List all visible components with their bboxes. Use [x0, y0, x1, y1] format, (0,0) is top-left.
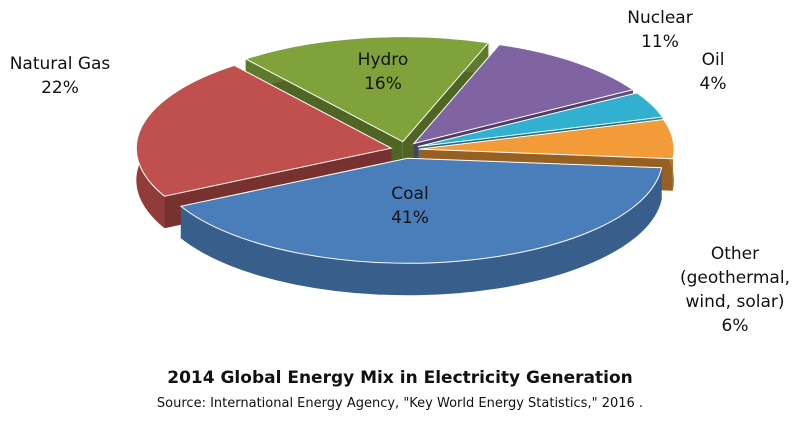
pie-slice [418, 119, 675, 160]
slice-side [180, 167, 662, 296]
category-label: Hydro [357, 50, 409, 70]
value-label: 41% [391, 208, 429, 228]
pie-slice [244, 36, 490, 143]
value-label: 11% [641, 32, 679, 52]
chart-title: 2014 Global Energy Mix in Electricity Ge… [167, 368, 633, 388]
slice-label: Natural Gas 22% [10, 52, 111, 100]
pie-slice [412, 44, 635, 145]
category-label: Natural Gas [9, 54, 111, 74]
slice-label: Nuclear 11% [627, 6, 692, 54]
category-label: Oil [701, 50, 725, 70]
pie-slice [417, 92, 664, 148]
category-label: Coal [391, 184, 429, 204]
category-label: Nuclear [627, 8, 693, 28]
slice-label: Coal 41% [391, 182, 429, 230]
value-label: 6% [721, 316, 749, 336]
value-label: 22% [41, 78, 79, 98]
value-label: 16% [364, 74, 402, 94]
pie-slice [179, 157, 663, 264]
value-label: 4% [699, 74, 727, 94]
chart-source: Source: International Energy Agency, "Ke… [156, 396, 644, 411]
category-label: Other (geothermal, wind, solar) [680, 244, 790, 312]
slice-label: Other (geothermal, wind, solar) 6% [673, 242, 798, 338]
slice-label: Oil 4% [700, 48, 727, 96]
slice-label: Hydro 16% [358, 48, 409, 96]
pie-slice [135, 64, 393, 197]
